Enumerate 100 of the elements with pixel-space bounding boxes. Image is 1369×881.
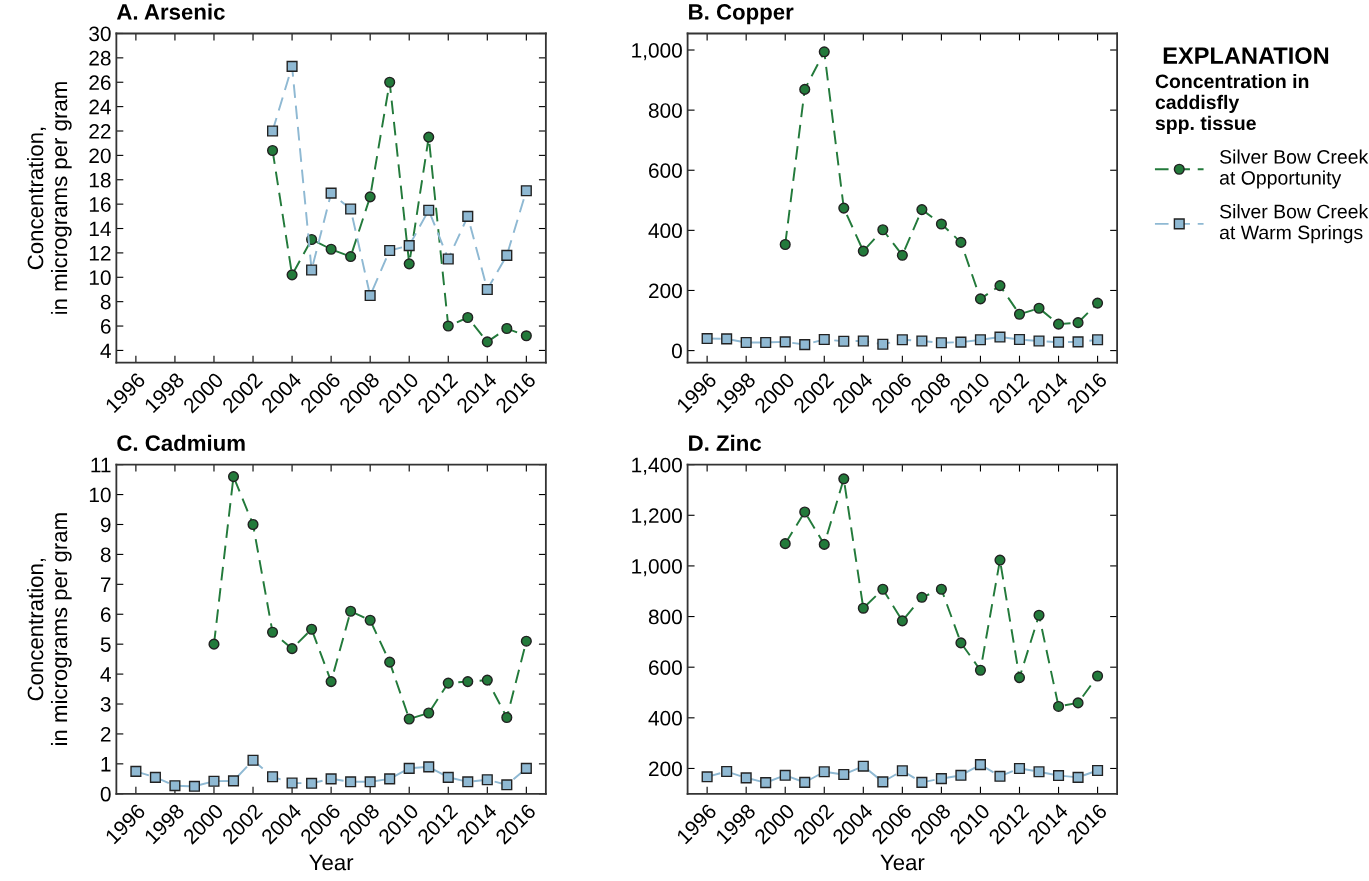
- point: [818, 538, 830, 550]
- y-tick-label: 1,200: [632, 508, 682, 526]
- point: [1092, 670, 1104, 682]
- point: [501, 322, 513, 335]
- point: [701, 771, 713, 783]
- x-axis-title: Year: [880, 854, 925, 871]
- point: [266, 125, 279, 137]
- point: [916, 204, 928, 216]
- point: [266, 144, 279, 157]
- point: [423, 204, 435, 216]
- point: [403, 258, 415, 270]
- y-tick-label: 9: [100, 517, 111, 533]
- point: [423, 131, 435, 143]
- y-tick-label: 26: [89, 75, 111, 90]
- point: [520, 762, 532, 774]
- y-tick-label: 14: [89, 221, 111, 237]
- point: [877, 583, 889, 595]
- text: EXPLANATION: [1163, 47, 1329, 64]
- y-tick-label: 4: [100, 667, 111, 682]
- point: [130, 765, 142, 777]
- point: [818, 766, 830, 778]
- point: [286, 777, 298, 789]
- point: [306, 264, 318, 276]
- y-tick-label: 4: [100, 343, 111, 358]
- point: [403, 240, 415, 252]
- y-tick-label: 600: [649, 163, 682, 178]
- y-tick-label: 1,000: [632, 43, 682, 61]
- point: [740, 772, 752, 784]
- point: [916, 335, 928, 347]
- point: [935, 218, 947, 230]
- point: [208, 775, 220, 787]
- y-tick-label: 30: [89, 26, 111, 42]
- y-tick-label: 2: [100, 726, 111, 742]
- point: [520, 330, 532, 342]
- point: [896, 615, 908, 627]
- point: [345, 203, 357, 215]
- point: [1072, 336, 1084, 348]
- point: [403, 713, 415, 725]
- point: [442, 771, 454, 783]
- point: [955, 236, 967, 248]
- point: [760, 336, 772, 349]
- point: [1052, 769, 1065, 782]
- point: [1013, 762, 1026, 775]
- point: [1052, 700, 1065, 712]
- point: [384, 244, 396, 257]
- point: [1033, 302, 1045, 314]
- point: [994, 280, 1006, 292]
- point: [974, 334, 987, 346]
- point: [481, 283, 493, 296]
- point: [286, 643, 298, 655]
- point: [779, 538, 791, 550]
- point: [325, 676, 337, 688]
- point: [935, 337, 947, 349]
- point: [266, 626, 279, 638]
- point: [1033, 609, 1045, 621]
- point: [286, 60, 298, 72]
- point: [799, 339, 811, 351]
- chart-title: B. Copper: [689, 4, 794, 25]
- y-tick-label: 6: [100, 607, 111, 623]
- point: [896, 249, 908, 261]
- point: [1033, 766, 1045, 778]
- point: [481, 336, 493, 348]
- point: [384, 773, 396, 785]
- point: [423, 761, 435, 773]
- point: [1092, 297, 1104, 309]
- point: [838, 473, 850, 485]
- point: [1072, 317, 1084, 329]
- y-tick-label: 200: [649, 761, 682, 777]
- point: [266, 771, 279, 783]
- point: [857, 335, 869, 347]
- y-tick-label: 0: [671, 343, 682, 359]
- point: [227, 775, 240, 787]
- point: [877, 338, 889, 350]
- point: [501, 249, 513, 261]
- point: [364, 776, 376, 788]
- point: [779, 238, 791, 251]
- point: [877, 776, 889, 788]
- point: [306, 777, 318, 789]
- point: [916, 591, 928, 603]
- point: [364, 614, 376, 626]
- x-axis-title: Year: [309, 854, 354, 871]
- point: [501, 779, 513, 791]
- point: [799, 83, 811, 95]
- point: [345, 251, 357, 263]
- y-tick-label: 8: [100, 294, 111, 310]
- chart-title: A. Arsenic: [116, 3, 225, 20]
- y-tick-label: 600: [649, 660, 682, 675]
- point: [838, 202, 850, 214]
- point: [818, 333, 830, 346]
- point: [403, 762, 415, 774]
- point: [838, 768, 850, 781]
- point: [345, 776, 357, 788]
- chart-title: D. Zinc: [689, 434, 762, 451]
- point: [169, 780, 181, 792]
- point: [974, 759, 987, 771]
- point: [364, 191, 376, 203]
- point: [1033, 335, 1045, 347]
- point: [721, 765, 733, 778]
- point: [701, 333, 713, 345]
- y-tick-label: 400: [648, 710, 682, 726]
